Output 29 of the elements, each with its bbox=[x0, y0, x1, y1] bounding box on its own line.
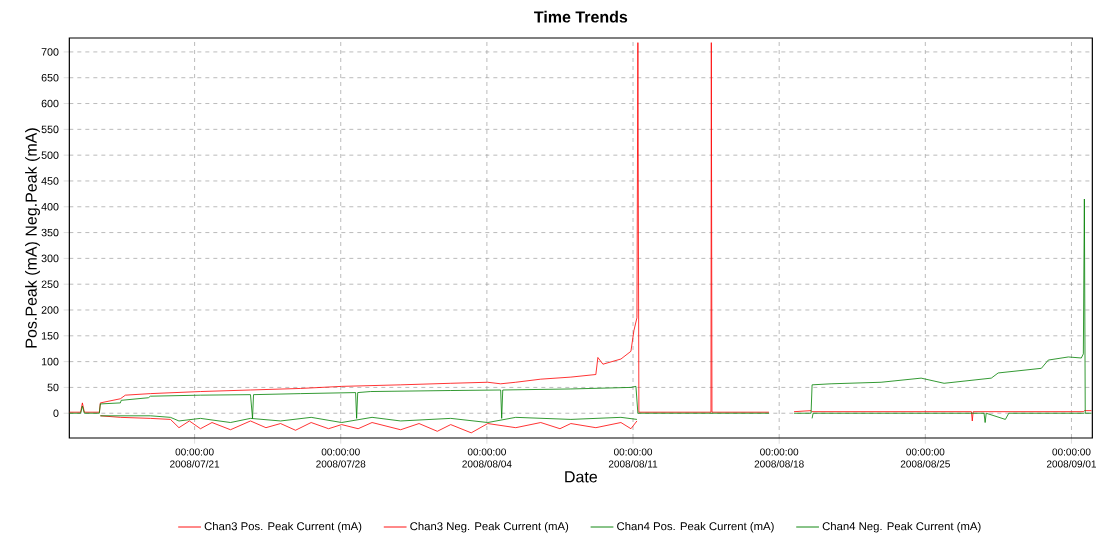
legend-label: Chan3 Pos. Peak Current (mA) bbox=[204, 521, 362, 533]
x-tick-label: 00:00:00 2008/09/01 bbox=[1046, 448, 1096, 468]
y-tick-label: 200 bbox=[41, 306, 59, 314]
y-tick-label: 450 bbox=[41, 177, 59, 185]
y-tick-label: 650 bbox=[41, 73, 59, 82]
chart-title: Time Trends bbox=[534, 10, 628, 23]
x-tick-label: 00:00:00 2008/08/04 bbox=[462, 448, 512, 468]
x-tick-label: 00:00:00 2008/07/21 bbox=[170, 448, 220, 468]
x-axis-title: Date bbox=[565, 471, 598, 483]
y-tick-label: 300 bbox=[41, 254, 59, 263]
y-tick-label: 350 bbox=[41, 228, 59, 237]
y-tick-label: 500 bbox=[41, 151, 59, 159]
y-tick-label: 0 bbox=[53, 409, 59, 417]
y-tick-label: 700 bbox=[41, 48, 59, 56]
y-tick-label: 400 bbox=[41, 203, 59, 211]
x-tick-label: 00:00:00 2008/08/18 bbox=[754, 448, 804, 468]
y-tick-label: 250 bbox=[41, 280, 59, 288]
x-tick-label: 00:00:00 2008/07/28 bbox=[316, 448, 366, 468]
y-tick-label: 50 bbox=[47, 383, 59, 392]
y-tick-label: 550 bbox=[41, 125, 59, 134]
legend-label: Chan3 Neg. Peak Current (mA) bbox=[410, 521, 569, 533]
y-tick-label: 100 bbox=[41, 357, 59, 366]
y-tick-label: 600 bbox=[41, 99, 59, 108]
x-tick-label: 00:00:00 2008/08/11 bbox=[608, 448, 658, 468]
y-tick-label: 150 bbox=[41, 332, 59, 340]
legend-label: Chan4 Neg. Peak Current (mA) bbox=[822, 521, 981, 533]
legend-label: Chan4 Pos. Peak Current (mA) bbox=[617, 521, 774, 533]
x-tick-label: 00:00:00 2008/08/25 bbox=[900, 448, 950, 468]
y-axis-title: Pos.Peak (mA) Neg.Peak (mA) bbox=[25, 128, 40, 348]
